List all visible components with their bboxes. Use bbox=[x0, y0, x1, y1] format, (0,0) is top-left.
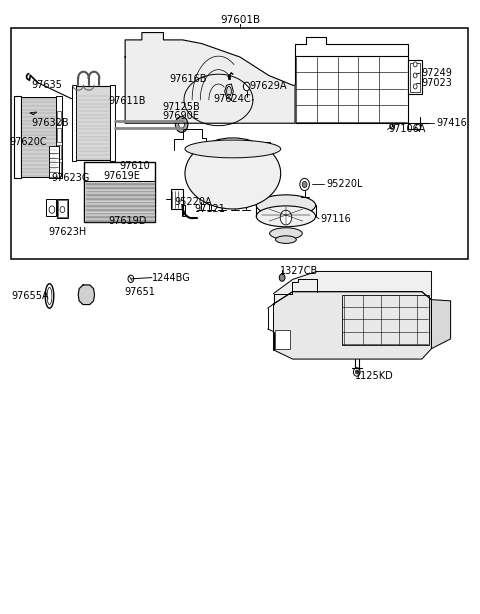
Ellipse shape bbox=[83, 288, 90, 301]
Circle shape bbox=[179, 121, 184, 128]
Circle shape bbox=[279, 274, 285, 281]
Bar bbox=[11, 28, 468, 259]
Text: 97624C: 97624C bbox=[214, 94, 252, 104]
Circle shape bbox=[300, 178, 310, 190]
Text: 97610: 97610 bbox=[120, 161, 150, 171]
Text: 97620C: 97620C bbox=[9, 136, 47, 147]
Bar bbox=[14, 96, 21, 178]
Bar bbox=[228, 76, 230, 79]
Text: 97629A: 97629A bbox=[250, 82, 287, 91]
Bar bbox=[57, 111, 61, 125]
Bar bbox=[408, 60, 422, 94]
Bar bbox=[57, 163, 61, 176]
Ellipse shape bbox=[227, 87, 231, 96]
Bar bbox=[56, 96, 62, 178]
Text: 1327CB: 1327CB bbox=[280, 266, 318, 276]
Text: 1244BG: 1244BG bbox=[152, 273, 190, 282]
Text: 97116: 97116 bbox=[321, 214, 351, 223]
Bar bbox=[58, 200, 67, 217]
Text: 97611B: 97611B bbox=[108, 96, 146, 106]
Text: 97623H: 97623H bbox=[48, 227, 87, 237]
Bar bbox=[46, 199, 56, 216]
Bar bbox=[48, 147, 59, 178]
Bar bbox=[75, 87, 111, 160]
Text: 97121: 97121 bbox=[194, 204, 226, 214]
Ellipse shape bbox=[256, 195, 316, 216]
Ellipse shape bbox=[270, 228, 302, 239]
Polygon shape bbox=[432, 300, 451, 349]
Circle shape bbox=[128, 275, 134, 282]
Ellipse shape bbox=[185, 138, 281, 209]
Bar bbox=[170, 189, 183, 209]
Text: 97655A: 97655A bbox=[11, 291, 49, 301]
Text: 1125KD: 1125KD bbox=[355, 371, 394, 381]
Text: 95220L: 95220L bbox=[326, 179, 363, 190]
Bar bbox=[110, 85, 115, 161]
Circle shape bbox=[355, 370, 358, 374]
Text: 97616B: 97616B bbox=[169, 74, 206, 84]
Text: 97619D: 97619D bbox=[108, 216, 147, 226]
Bar bbox=[181, 205, 185, 216]
Text: 97601B: 97601B bbox=[220, 15, 260, 25]
Bar bbox=[57, 146, 61, 159]
Text: 97632B: 97632B bbox=[32, 119, 70, 128]
Text: 97635: 97635 bbox=[32, 80, 63, 90]
Bar bbox=[276, 330, 290, 349]
Polygon shape bbox=[274, 292, 432, 359]
Circle shape bbox=[280, 210, 292, 225]
Bar bbox=[295, 56, 408, 123]
Text: 97023: 97023 bbox=[422, 78, 453, 88]
Bar bbox=[342, 295, 429, 345]
Ellipse shape bbox=[185, 140, 281, 158]
Bar bbox=[57, 198, 68, 218]
Bar bbox=[57, 128, 61, 142]
Text: 97651: 97651 bbox=[124, 287, 155, 297]
Ellipse shape bbox=[276, 236, 296, 243]
Text: 97106A: 97106A bbox=[388, 125, 426, 134]
Circle shape bbox=[390, 123, 395, 130]
Circle shape bbox=[353, 368, 360, 376]
Bar bbox=[84, 163, 156, 222]
Polygon shape bbox=[274, 271, 432, 304]
Ellipse shape bbox=[256, 206, 316, 227]
Circle shape bbox=[413, 73, 417, 78]
Polygon shape bbox=[78, 285, 95, 305]
Circle shape bbox=[302, 181, 307, 187]
Text: 97623G: 97623G bbox=[51, 173, 89, 184]
Circle shape bbox=[416, 125, 420, 131]
Polygon shape bbox=[125, 33, 295, 123]
Circle shape bbox=[413, 84, 417, 89]
Text: 97690E: 97690E bbox=[162, 111, 199, 121]
Circle shape bbox=[49, 206, 55, 213]
Circle shape bbox=[60, 206, 65, 212]
Text: 97125B: 97125B bbox=[162, 103, 200, 112]
Bar bbox=[72, 85, 76, 161]
Circle shape bbox=[413, 62, 417, 67]
Circle shape bbox=[175, 117, 188, 133]
Text: 97619E: 97619E bbox=[104, 171, 141, 181]
Text: 97416: 97416 bbox=[436, 119, 467, 128]
Bar bbox=[410, 63, 420, 92]
Bar bbox=[21, 98, 57, 177]
Text: 95220A: 95220A bbox=[174, 196, 212, 207]
Circle shape bbox=[243, 82, 250, 91]
Text: 97249: 97249 bbox=[422, 68, 453, 78]
